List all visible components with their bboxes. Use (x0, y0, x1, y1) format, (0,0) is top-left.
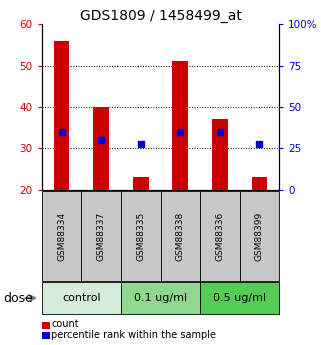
Text: control: control (62, 293, 100, 303)
Text: GSM88338: GSM88338 (176, 212, 185, 261)
Text: 0.5 ug/ml: 0.5 ug/ml (213, 293, 266, 303)
Text: 0.1 ug/ml: 0.1 ug/ml (134, 293, 187, 303)
Text: GSM88399: GSM88399 (255, 212, 264, 261)
Text: count: count (51, 319, 79, 329)
Text: GSM88335: GSM88335 (136, 212, 145, 261)
Text: dose: dose (3, 292, 33, 305)
Bar (212, 119, 228, 190)
Text: percentile rank within the sample: percentile rank within the sample (51, 331, 216, 340)
Text: GSM88334: GSM88334 (57, 212, 66, 261)
Bar (93, 107, 109, 190)
Title: GDS1809 / 1458499_at: GDS1809 / 1458499_at (80, 9, 241, 23)
Bar (133, 177, 149, 190)
Text: GSM88337: GSM88337 (97, 212, 106, 261)
Text: GSM88336: GSM88336 (215, 212, 224, 261)
Bar (252, 177, 267, 190)
Bar (172, 61, 188, 190)
Bar (54, 41, 69, 190)
